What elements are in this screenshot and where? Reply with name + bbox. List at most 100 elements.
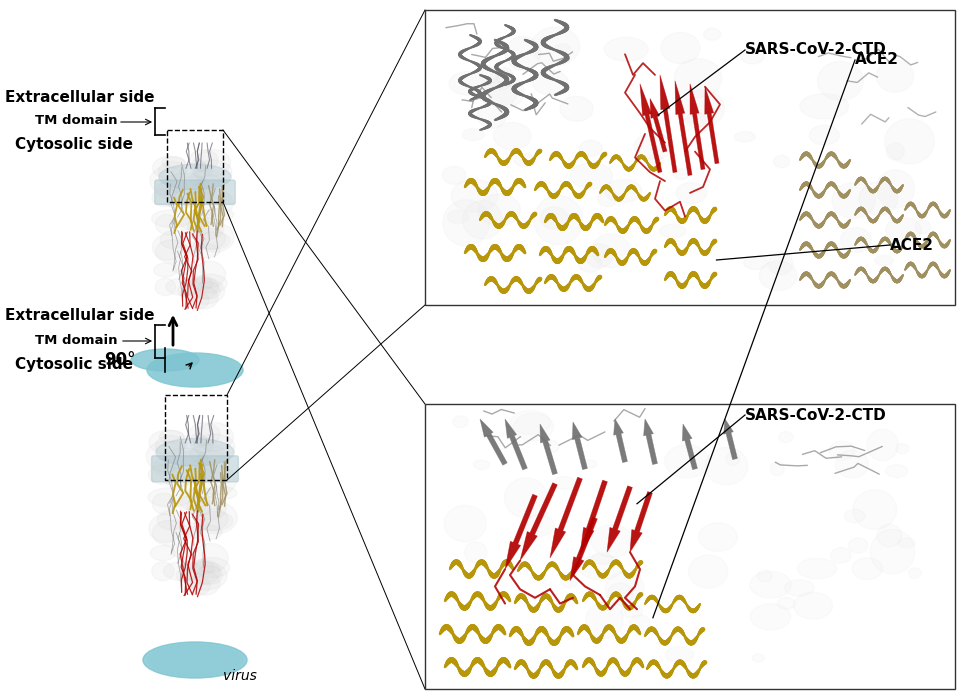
Ellipse shape <box>832 182 876 218</box>
Ellipse shape <box>196 423 233 451</box>
Ellipse shape <box>673 169 689 180</box>
Ellipse shape <box>448 71 488 95</box>
Ellipse shape <box>180 278 197 286</box>
Ellipse shape <box>166 278 203 296</box>
Ellipse shape <box>604 180 642 203</box>
Bar <box>425 404 955 689</box>
Ellipse shape <box>777 598 796 609</box>
Ellipse shape <box>540 207 567 229</box>
Ellipse shape <box>532 71 568 95</box>
Ellipse shape <box>194 434 235 459</box>
Ellipse shape <box>546 440 559 452</box>
Ellipse shape <box>197 175 222 190</box>
Ellipse shape <box>196 282 220 299</box>
Ellipse shape <box>661 32 700 64</box>
Ellipse shape <box>183 278 224 304</box>
Polygon shape <box>505 419 527 470</box>
Ellipse shape <box>676 182 707 203</box>
Text: Cytosolic side: Cytosolic side <box>15 357 133 373</box>
Ellipse shape <box>159 431 184 442</box>
Ellipse shape <box>531 27 580 66</box>
Ellipse shape <box>592 553 612 564</box>
Ellipse shape <box>195 508 228 531</box>
Ellipse shape <box>153 458 175 476</box>
Ellipse shape <box>878 524 902 547</box>
Ellipse shape <box>149 514 182 542</box>
Ellipse shape <box>178 496 203 513</box>
Polygon shape <box>540 424 558 475</box>
Ellipse shape <box>785 580 814 596</box>
Ellipse shape <box>152 157 188 179</box>
Ellipse shape <box>605 572 644 606</box>
Ellipse shape <box>148 488 192 507</box>
Text: SARS-CoV-2-CTD: SARS-CoV-2-CTD <box>745 43 886 57</box>
Ellipse shape <box>443 200 489 246</box>
Ellipse shape <box>194 519 209 530</box>
Ellipse shape <box>207 487 237 500</box>
Ellipse shape <box>685 113 706 128</box>
Ellipse shape <box>885 465 908 477</box>
Ellipse shape <box>177 285 191 296</box>
Ellipse shape <box>647 155 664 168</box>
Ellipse shape <box>189 150 218 171</box>
Ellipse shape <box>753 654 764 662</box>
Ellipse shape <box>187 576 211 595</box>
Ellipse shape <box>194 160 232 183</box>
Ellipse shape <box>193 558 230 577</box>
Ellipse shape <box>197 497 226 520</box>
Polygon shape <box>580 480 607 555</box>
Ellipse shape <box>504 478 547 518</box>
Ellipse shape <box>156 215 177 234</box>
Ellipse shape <box>744 257 767 269</box>
Ellipse shape <box>147 644 243 677</box>
Ellipse shape <box>157 510 185 530</box>
Ellipse shape <box>163 561 204 581</box>
Ellipse shape <box>155 435 185 457</box>
Ellipse shape <box>699 523 737 552</box>
Polygon shape <box>607 486 633 552</box>
Ellipse shape <box>189 487 214 503</box>
Ellipse shape <box>196 231 230 250</box>
Ellipse shape <box>607 583 633 606</box>
Ellipse shape <box>188 291 209 309</box>
Text: 90°: 90° <box>104 351 136 369</box>
Ellipse shape <box>463 201 502 239</box>
Text: Extracellular side: Extracellular side <box>5 90 154 106</box>
Text: Cytosolic side: Cytosolic side <box>15 138 133 152</box>
Ellipse shape <box>831 547 851 563</box>
Ellipse shape <box>192 190 210 205</box>
Ellipse shape <box>174 263 193 275</box>
Ellipse shape <box>840 228 872 252</box>
Ellipse shape <box>779 431 793 442</box>
Ellipse shape <box>191 437 214 453</box>
Ellipse shape <box>182 243 203 257</box>
Ellipse shape <box>800 94 848 119</box>
Ellipse shape <box>190 170 224 187</box>
Ellipse shape <box>180 211 209 231</box>
Ellipse shape <box>770 462 784 475</box>
Ellipse shape <box>726 452 740 466</box>
Ellipse shape <box>151 210 192 227</box>
Ellipse shape <box>147 353 243 387</box>
Ellipse shape <box>681 90 724 127</box>
Ellipse shape <box>197 218 224 239</box>
Polygon shape <box>480 419 507 466</box>
Ellipse shape <box>147 353 243 387</box>
Ellipse shape <box>523 514 555 536</box>
Ellipse shape <box>195 502 237 534</box>
Text: TM domain: TM domain <box>35 333 118 347</box>
Ellipse shape <box>561 572 578 588</box>
Ellipse shape <box>160 231 186 249</box>
Bar <box>165 395 227 480</box>
Ellipse shape <box>191 278 213 290</box>
Ellipse shape <box>666 647 693 663</box>
Ellipse shape <box>604 37 648 62</box>
Text: TM domain: TM domain <box>35 113 118 127</box>
Ellipse shape <box>586 244 613 268</box>
Ellipse shape <box>174 175 211 208</box>
Ellipse shape <box>688 555 727 588</box>
Ellipse shape <box>196 512 233 531</box>
Ellipse shape <box>143 642 247 678</box>
Ellipse shape <box>448 210 469 224</box>
Ellipse shape <box>871 530 915 574</box>
